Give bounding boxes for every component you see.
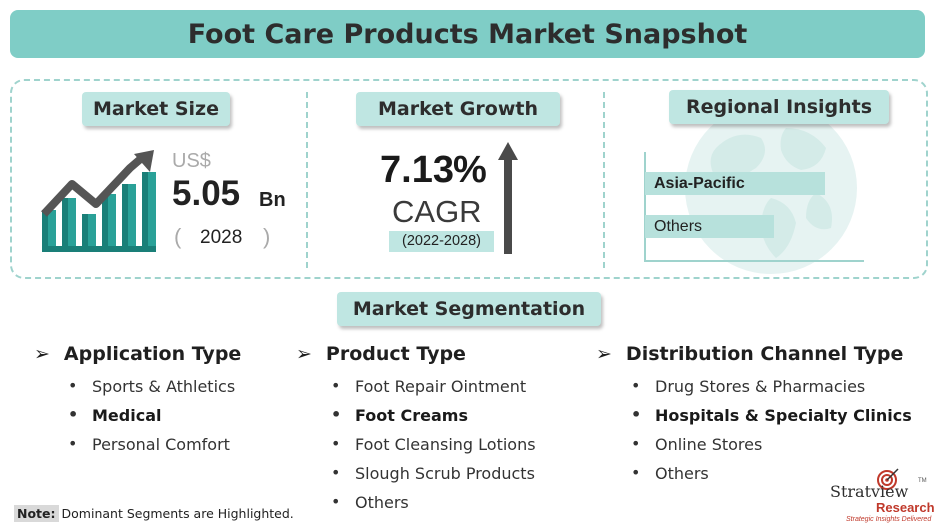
segment-group-heading: ➢ Distribution Channel Type [596, 343, 903, 365]
segment-group-title: Distribution Channel Type [625, 343, 904, 365]
footnote: Note: Dominant Segments are Highlighted. [14, 505, 294, 522]
page-title: Foot Care Products Market Snapshot [10, 10, 925, 58]
segment-group-title: Application Type [63, 343, 242, 365]
market-size-unit: Bn [259, 189, 286, 211]
axis-line-horizontal [644, 260, 864, 262]
cagr-period: (2022-2028) [389, 231, 494, 252]
list-item-highlighted: Hospitals & Specialty Clinics [631, 405, 912, 435]
divider [306, 92, 308, 268]
snapshot-panel [10, 79, 928, 279]
logo-name: Stratview [830, 482, 909, 501]
list-item-highlighted: Medical [68, 405, 235, 435]
market-size-heading: Market Size [82, 92, 230, 126]
list-item: Foot Repair Ointment [331, 376, 536, 406]
growth-bar-chart-icon [41, 150, 156, 252]
logo-tagline: Strategic Insights Delivered [846, 516, 932, 523]
list-item: Others [631, 463, 912, 493]
list-item: Others [331, 492, 536, 522]
cagr-value: 7.13 [380, 149, 454, 191]
paren-open: ( [174, 224, 182, 249]
list-item: Sports & Athletics [68, 376, 235, 406]
market-growth-heading: Market Growth [356, 92, 560, 126]
segment-group-title: Product Type [325, 343, 466, 365]
logo-tm: TM [918, 478, 927, 484]
paren-close: ) [263, 224, 271, 249]
region-bar-others: Others [645, 215, 774, 238]
list-item: Drug Stores & Pharmacies [631, 376, 912, 406]
segment-list: Drug Stores & Pharmacies Hospitals & Spe… [631, 376, 912, 493]
chevron-right-icon: ➢ [296, 343, 312, 365]
up-arrow-icon [498, 142, 518, 254]
divider [603, 92, 605, 268]
regional-insights-heading: Regional Insights [669, 90, 889, 124]
segment-group-heading: ➢ Product Type [296, 343, 466, 365]
list-item-highlighted: Foot Creams [331, 405, 536, 435]
market-size-value: 5.05 [172, 174, 241, 213]
percent-sign: % [453, 149, 487, 191]
list-item: Online Stores [631, 434, 912, 464]
region-bar-asia-pacific: Asia-Pacific [645, 172, 825, 195]
segment-group-heading: ➢ Application Type [34, 343, 241, 365]
list-item: Slough Scrub Products [331, 463, 536, 493]
target-icon [877, 468, 899, 490]
note-label: Note: [14, 505, 59, 522]
note-text: Dominant Segments are Highlighted. [61, 506, 294, 521]
market-segmentation-heading: Market Segmentation [337, 292, 601, 326]
chevron-right-icon: ➢ [596, 343, 612, 365]
list-item: Personal Comfort [68, 434, 235, 464]
cagr-label: CAGR [392, 194, 482, 229]
segment-list: Foot Repair Ointment Foot Creams Foot Cl… [331, 376, 536, 522]
axis-line-vertical [644, 152, 646, 262]
stratview-logo: Stratview TM Research Strategic Insights… [826, 468, 938, 528]
logo-sub: Research [876, 500, 935, 515]
segment-list: Sports & Athletics Medical Personal Comf… [68, 376, 235, 464]
list-item: Foot Cleansing Lotions [331, 434, 536, 464]
chevron-right-icon: ➢ [34, 343, 50, 365]
market-size-year: 2028 [200, 227, 243, 248]
currency-label: US$ [172, 150, 211, 172]
